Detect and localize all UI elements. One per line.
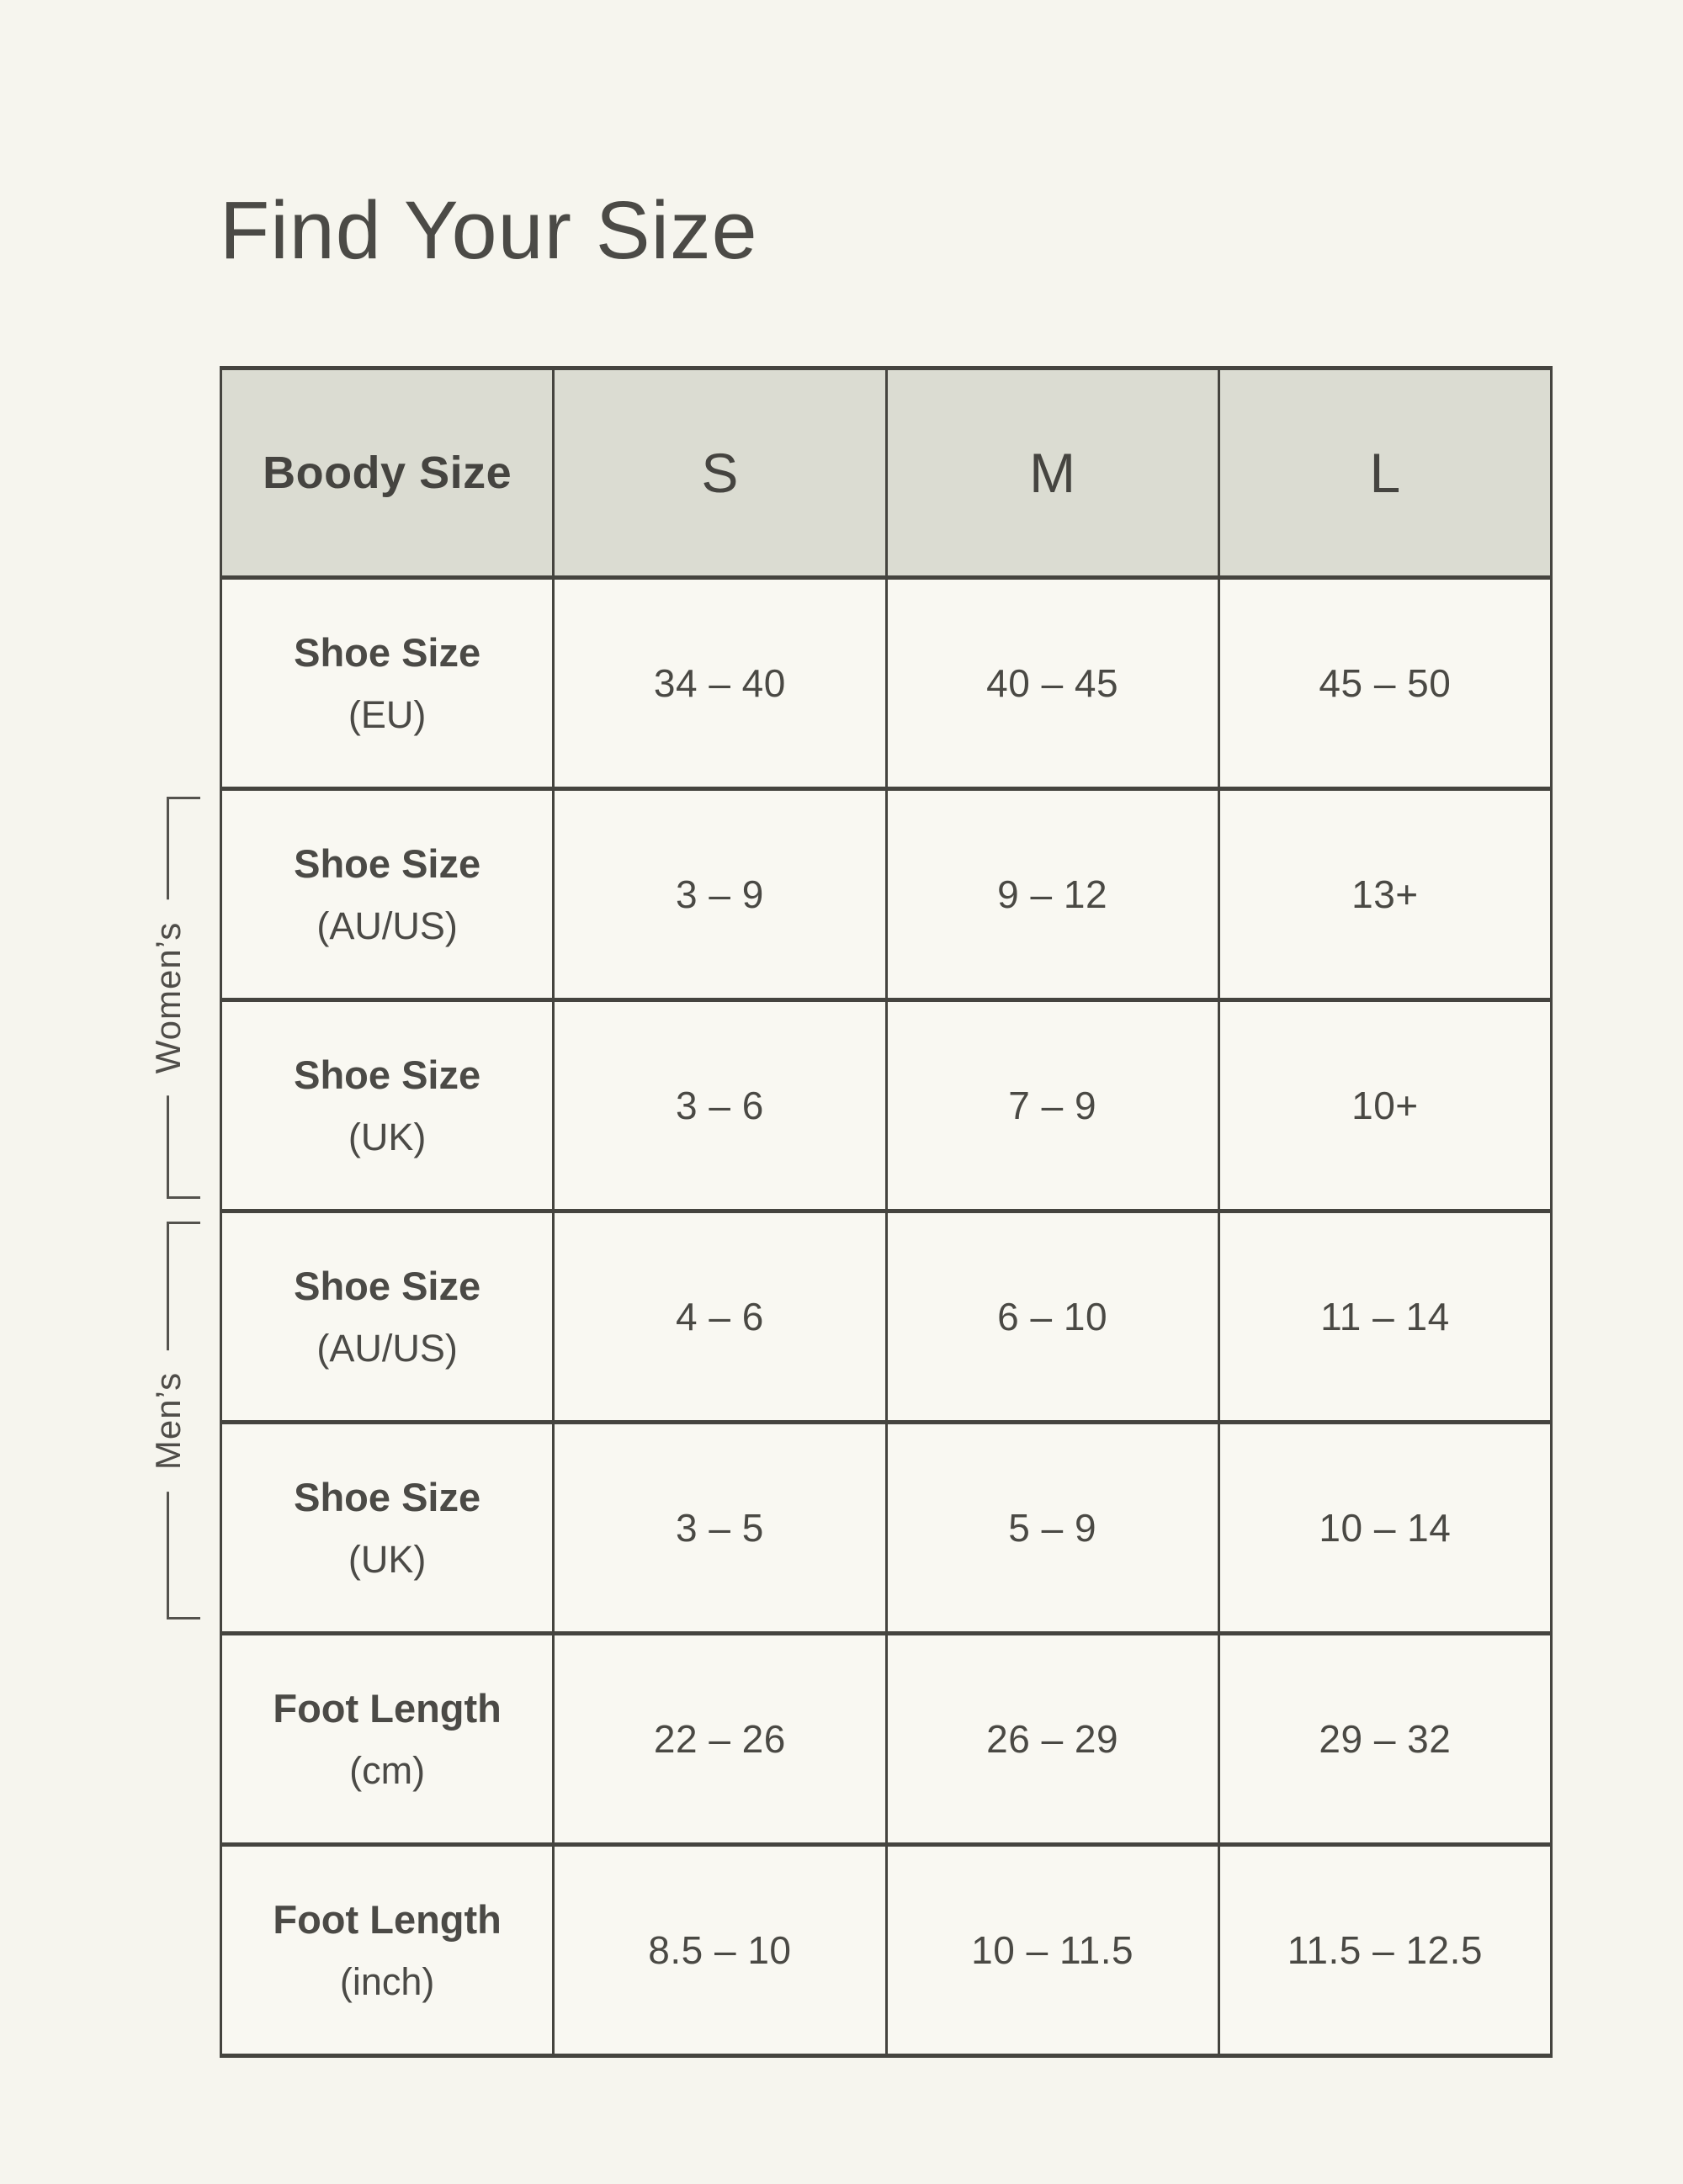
value-cell: 29 – 32 — [1217, 1631, 1553, 1847]
value-cell: 34 – 40 — [552, 575, 888, 791]
bracket-bottom-arm — [167, 1196, 200, 1199]
cell-value: 6 – 10 — [997, 1295, 1108, 1338]
table-row-foot-length-inch: Foot Length (inch) 8.5 – 10 10 – 11.5 11… — [219, 1842, 1553, 2058]
value-cell: 13+ — [1217, 787, 1553, 1002]
cell-value: 13+ — [1351, 872, 1419, 916]
header-cell-size-l: L — [1217, 366, 1553, 580]
value-cell: 4 – 6 — [552, 1209, 888, 1424]
cell-value: 4 – 6 — [675, 1295, 764, 1338]
mens-row-group-bracket: Men’s — [148, 1222, 202, 1619]
table-row-shoe-size-eu: Shoe Size (EU) 34 – 40 40 – 45 45 – 50 — [219, 575, 1553, 791]
value-cell: 40 – 45 — [884, 575, 1220, 791]
row-label-cell: Shoe Size (UK) — [219, 1420, 555, 1635]
value-cell: 11 – 14 — [1217, 1209, 1553, 1424]
cell-value: 10+ — [1351, 1084, 1419, 1127]
table-row-womens-shoe-size-uk: Shoe Size (UK) 3 – 6 7 – 9 10+ — [219, 998, 1553, 1213]
row-label-cell: Shoe Size (UK) — [219, 998, 555, 1213]
value-cell: 9 – 12 — [884, 787, 1220, 1002]
table-row-mens-shoe-size-auus: Shoe Size (AU/US) 4 – 6 6 – 10 11 – 14 — [219, 1209, 1553, 1424]
row-label-cell: Shoe Size (AU/US) — [219, 787, 555, 1002]
cell-value: 40 – 45 — [986, 661, 1119, 705]
cell-value: 22 – 26 — [653, 1717, 786, 1761]
row-label-sub: (inch) — [339, 1959, 435, 2003]
value-cell: 10 – 14 — [1217, 1420, 1553, 1635]
row-label: Shoe Size — [294, 1052, 481, 1098]
cell-value: 10 – 11.5 — [971, 1928, 1134, 1972]
table-row-womens-shoe-size-auus: Shoe Size (AU/US) 3 – 9 9 – 12 13+ — [219, 787, 1553, 1002]
value-cell: 6 – 10 — [884, 1209, 1220, 1424]
value-cell: 3 – 9 — [552, 787, 888, 1002]
header-cell-size-s: S — [552, 366, 888, 580]
value-cell: 5 – 9 — [884, 1420, 1220, 1635]
table-header-row: Boody Size S M L — [219, 366, 1553, 580]
row-label-sub: (cm) — [349, 1748, 426, 1792]
bracket-bottom-arm — [167, 1617, 200, 1619]
cell-value: 3 – 5 — [675, 1506, 764, 1550]
table-row-mens-shoe-size-uk: Shoe Size (UK) 3 – 5 5 – 9 10 – 14 — [219, 1420, 1553, 1635]
cell-value: 11 – 14 — [1320, 1295, 1450, 1338]
value-cell: 45 – 50 — [1217, 575, 1553, 791]
row-label-cell: Foot Length (cm) — [219, 1631, 555, 1847]
cell-value: 29 – 32 — [1319, 1717, 1452, 1761]
row-label: Shoe Size — [294, 630, 481, 676]
bracket-top-arm — [167, 1222, 200, 1224]
header-cell-size-m: M — [884, 366, 1220, 580]
womens-row-group-bracket: Women’s — [148, 797, 202, 1199]
value-cell: 10 – 11.5 — [884, 1842, 1220, 2058]
value-cell: 10+ — [1217, 998, 1553, 1213]
cell-value: 34 – 40 — [653, 661, 786, 705]
row-label: Shoe Size — [294, 1264, 481, 1309]
row-label-sub: (AU/US) — [316, 1326, 458, 1370]
row-label-cell: Shoe Size (EU) — [219, 575, 555, 791]
value-cell: 22 – 26 — [552, 1631, 888, 1847]
bracket-top-arm — [167, 797, 200, 799]
table-row-foot-length-cm: Foot Length (cm) 22 – 26 26 – 29 29 – 32 — [219, 1631, 1553, 1847]
row-label-sub: (UK) — [348, 1115, 427, 1158]
row-label: Foot Length — [273, 1686, 502, 1731]
cell-value: 26 – 29 — [986, 1717, 1119, 1761]
row-label: Foot Length — [273, 1897, 502, 1943]
value-cell: 8.5 – 10 — [552, 1842, 888, 2058]
cell-value: 3 – 9 — [675, 872, 764, 916]
cell-value: 7 – 9 — [1008, 1084, 1097, 1127]
cell-value: 5 – 9 — [1008, 1506, 1097, 1550]
value-cell: 11.5 – 12.5 — [1217, 1842, 1553, 2058]
value-cell: 3 – 6 — [552, 998, 888, 1213]
row-label-cell: Foot Length (inch) — [219, 1842, 555, 2058]
row-label-sub: (UK) — [348, 1537, 427, 1581]
row-label-sub: (EU) — [348, 692, 427, 736]
row-label-cell: Shoe Size (AU/US) — [219, 1209, 555, 1424]
row-label: Shoe Size — [294, 841, 481, 887]
header-cell-boody-size: Boody Size — [219, 366, 555, 580]
cell-value: 8.5 – 10 — [648, 1928, 792, 1972]
mens-group-label: Men’s — [148, 1349, 188, 1492]
cell-value: 45 – 50 — [1319, 661, 1452, 705]
cell-value: 10 – 14 — [1319, 1506, 1452, 1550]
page-title: Find Your Size — [220, 183, 758, 276]
womens-group-label: Women’s — [148, 899, 188, 1096]
value-cell: 26 – 29 — [884, 1631, 1220, 1847]
row-label: Shoe Size — [294, 1475, 481, 1520]
value-cell: 3 – 5 — [552, 1420, 888, 1635]
cell-value: 3 – 6 — [675, 1084, 764, 1127]
value-cell: 7 – 9 — [884, 998, 1220, 1213]
size-chart-table: Boody Size S M L Shoe Size (EU) 34 – 40 … — [219, 366, 1553, 2058]
cell-value: 9 – 12 — [997, 872, 1108, 916]
cell-value: 11.5 – 12.5 — [1287, 1928, 1484, 1972]
row-label-sub: (AU/US) — [316, 904, 458, 947]
